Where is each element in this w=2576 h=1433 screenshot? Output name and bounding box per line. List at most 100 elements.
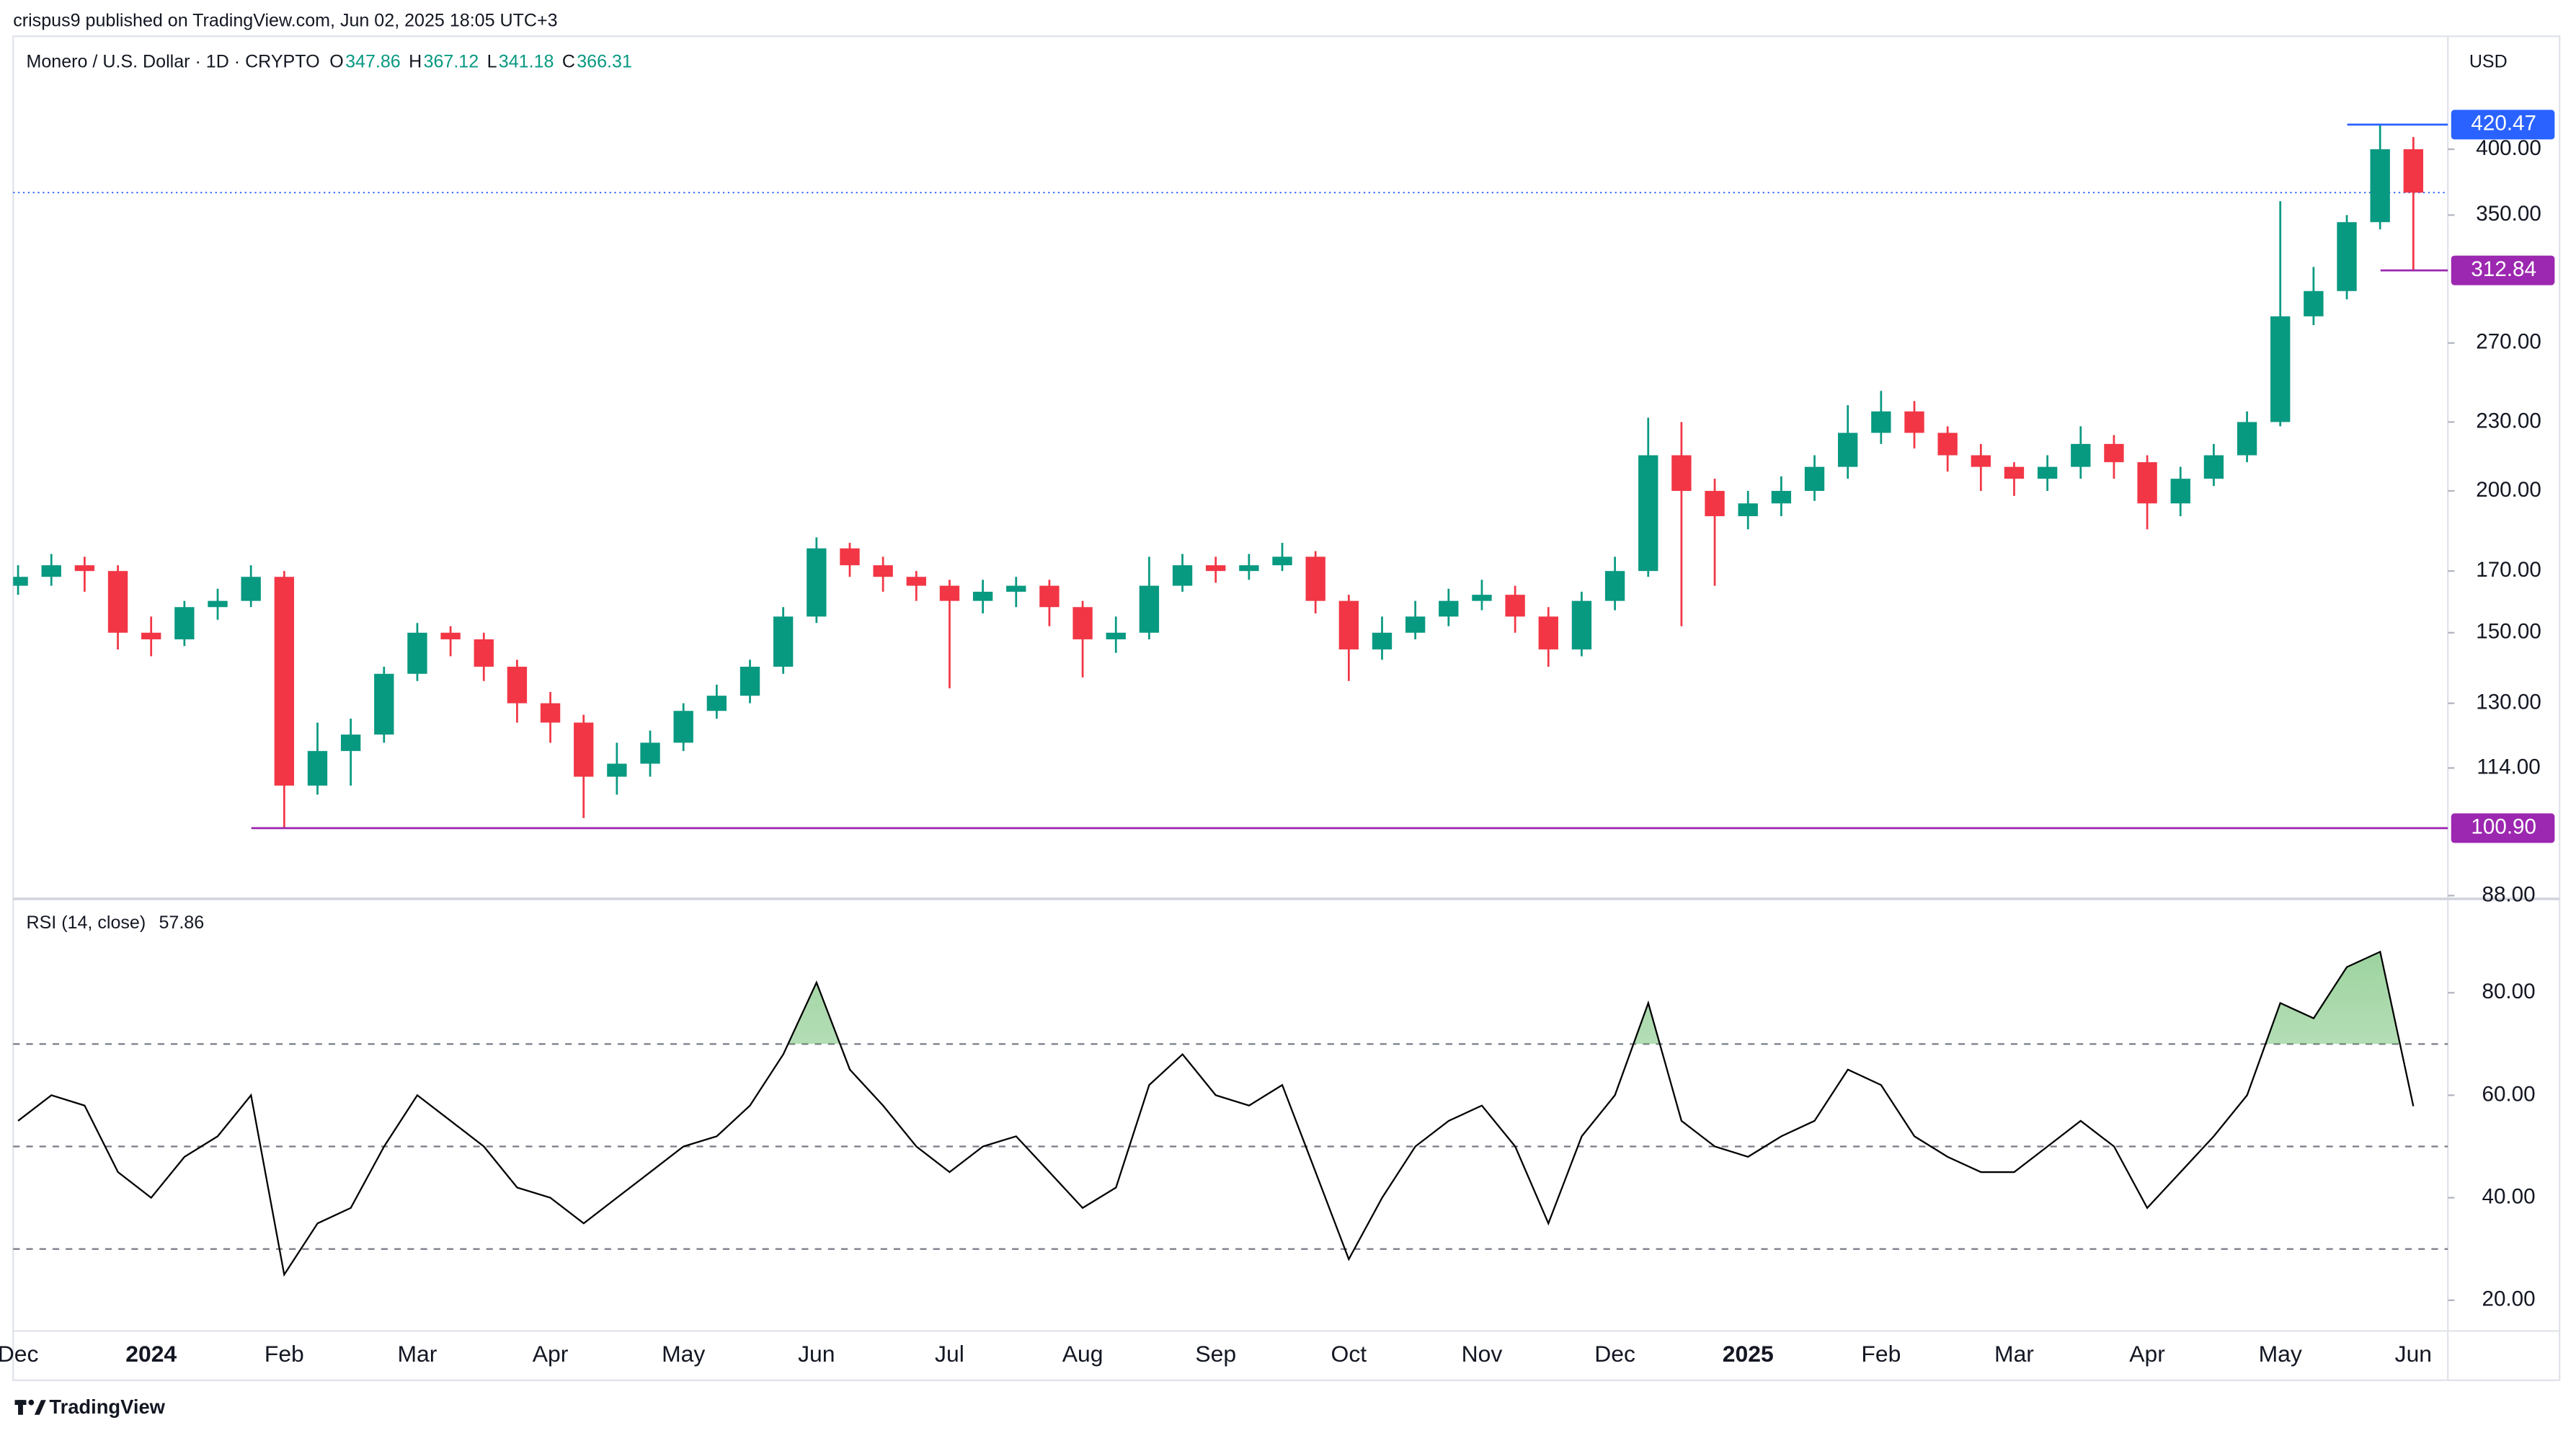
candle-body [374, 673, 394, 735]
x-tick-label: May [662, 1341, 705, 1367]
candle-body [2004, 466, 2025, 479]
y-tick-label: 20.00 [2482, 1287, 2535, 1311]
x-tick-label: Oct [1331, 1341, 1367, 1367]
rsi-line [17, 950, 2415, 1277]
candle-body [673, 711, 693, 743]
x-tick-label: Mar [1994, 1341, 2034, 1367]
level-badge [2451, 813, 2555, 843]
candle-body [1705, 491, 1725, 517]
x-tick-label: Dec [1594, 1341, 1635, 1367]
candle-body [840, 548, 860, 566]
candle-body [807, 548, 827, 617]
candle-body [340, 735, 361, 751]
candle-body [1372, 632, 1393, 649]
rsi-title: RSI (14, close) [26, 913, 146, 933]
candle-body [607, 763, 627, 777]
x-tick-label: Nov [1462, 1341, 1503, 1367]
candle-body [1039, 585, 1060, 608]
candle-body [1871, 411, 1891, 433]
candle-body [2037, 466, 2058, 479]
level-badge [2451, 110, 2555, 140]
candle-body [1338, 600, 1359, 649]
y-tick-label: 170.00 [2476, 558, 2541, 582]
candle-body [2403, 149, 2424, 193]
candle-body [2071, 443, 2091, 467]
candle-body [1239, 565, 1259, 572]
x-tick-label: Apr [533, 1341, 569, 1367]
y-tick-label: 350.00 [2476, 202, 2541, 226]
x-tick-label: Jun [2395, 1341, 2432, 1367]
candle-body [2337, 222, 2357, 291]
candle-body [407, 632, 427, 674]
x-tick-label: Mar [397, 1341, 437, 1367]
candle-body [241, 577, 261, 601]
ohlc-letter: H [409, 51, 422, 71]
ohlc-letter: C [562, 51, 575, 71]
level-label: 420.47 [2471, 112, 2536, 136]
candle-body [906, 577, 926, 586]
y-tick-label: 150.00 [2476, 620, 2541, 644]
candle-body [1771, 491, 1792, 504]
x-tick-label: Aug [1062, 1341, 1103, 1367]
y-tick-label: 60.00 [2482, 1082, 2535, 1106]
candle-body [1738, 503, 1758, 517]
candle-body [174, 607, 195, 639]
candle-body [640, 742, 660, 764]
x-tick-label: 2024 [125, 1341, 177, 1367]
candle-body [2370, 149, 2390, 223]
level-badge [2451, 255, 2555, 285]
candle-body [1604, 571, 1625, 601]
brand: TradingView [49, 1396, 165, 1418]
candle-body [141, 632, 161, 639]
candle-body [1904, 411, 1924, 433]
candle-body [939, 585, 960, 601]
candle-body [972, 591, 993, 601]
x-tick-label: Jun [798, 1341, 835, 1367]
candle-body [873, 565, 893, 577]
ohlc-value: 366.31 [577, 51, 632, 71]
candle-body [2104, 443, 2124, 463]
candle-body [1937, 432, 1958, 456]
candle-body [2203, 455, 2224, 479]
level-label: 100.90 [2471, 815, 2536, 839]
published-note: crispus9 published on TradingView.com, J… [13, 10, 557, 30]
y-tick-label: 230.00 [2476, 409, 2541, 432]
y-tick-label: 88.00 [2482, 882, 2535, 906]
x-tick-label: 2025 [1723, 1341, 1774, 1367]
candle-body [1671, 455, 1692, 492]
x-tick-label: Sep [1195, 1341, 1236, 1367]
candle-body [2137, 462, 2157, 504]
symbol-title: Monero / U.S. Dollar · 1D · CRYPTO [26, 51, 319, 71]
brand-logo [14, 1399, 46, 1415]
candle-body [107, 571, 128, 633]
y-tick-label: 114.00 [2477, 755, 2540, 778]
candle-body [474, 639, 494, 667]
x-tick-label: Feb [265, 1341, 304, 1367]
candle-body [1472, 595, 1492, 601]
ohlc-value: 367.12 [424, 51, 479, 71]
level-label: 312.84 [2471, 257, 2536, 281]
x-tick-label: Feb [1861, 1341, 1901, 1367]
candle-body [773, 616, 794, 667]
y-tick-label: 200.00 [2476, 478, 2541, 502]
y-tick-label: 270.00 [2476, 330, 2541, 354]
candle-body [507, 666, 528, 704]
candle-body [1439, 600, 1459, 617]
candle-body [2237, 422, 2257, 456]
candle-body [440, 632, 461, 639]
rsi-value: 57.86 [159, 913, 204, 933]
candle-body [2270, 316, 2291, 422]
candle-body [1106, 632, 1126, 639]
x-tick-label: Jul [935, 1341, 964, 1367]
candle-body [1139, 585, 1160, 633]
candle-body [2170, 479, 2190, 504]
candle-body [41, 565, 61, 577]
ohlc-letter: L [487, 51, 497, 71]
frame [12, 35, 2561, 1381]
candle-body [1206, 565, 1226, 572]
y-tick-label: 400.00 [2476, 136, 2541, 160]
candle-body [208, 600, 228, 608]
candle-body [1172, 565, 1193, 586]
